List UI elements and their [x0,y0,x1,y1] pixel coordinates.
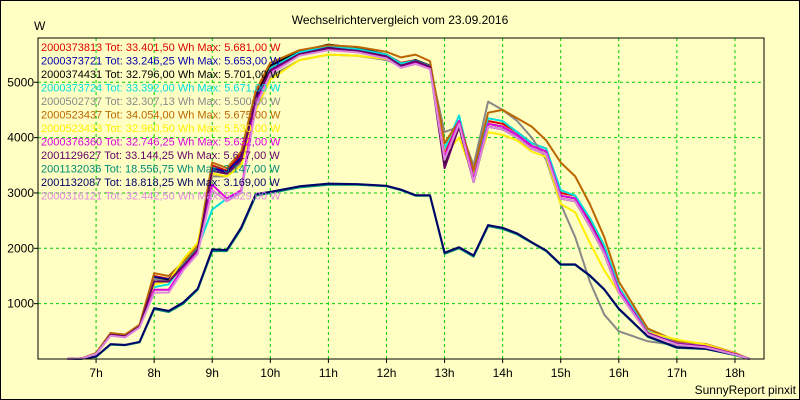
legend-entry: 2001132036 Tot: 18.556,75 Wh Max: 3.147,… [41,164,280,176]
legend-entry: 2001132087 Tot: 18.818,25 Wh Max: 3.169,… [41,177,280,189]
y-tick-label: 2000 [7,241,34,255]
y-tick-label: 1000 [7,297,34,311]
legend-entry: 2000374431 Tot: 32.796,00 Wh Max: 5.701,… [41,69,281,81]
series-lines [66,43,750,360]
x-tick-label: 15h [551,366,571,380]
footer-credit: SunnyReport pinxit [695,383,797,397]
x-tick-label: 11h [319,366,338,380]
series-line-11 [66,182,750,360]
legend-entry: 2000316121 Tot: 32.442,50 Wh Max: 5.629,… [41,191,281,203]
series-line-8 [66,48,750,360]
x-tick-label: 7h [89,366,102,380]
legend-entry: 2000373724 Tot: 33.392,00 Wh Max: 5.671,… [41,83,281,95]
series-line-6 [66,44,750,360]
x-tick-label: 12h [376,366,396,380]
x-tick-label: 16h [609,366,629,380]
series-line-12 [66,49,750,360]
y-tick-label: 3000 [7,186,34,200]
y-axis-label: W [34,19,46,33]
legend-entry: 2000376360 Tot: 32.746,25 Wh Max: 5.632,… [41,137,281,149]
x-tick-label: 10h [260,366,280,380]
x-tick-label: 8h [147,366,160,380]
legend-entry: 2001129627 Tot: 33.144,25 Wh Max: 5.617,… [41,150,280,162]
x-tick-label: 9h [206,366,219,380]
chart-title: Wechselrichtervergleich vom 23.09.2016 [292,13,509,27]
legend-entry: 2000502737 Tot: 32.307,13 Wh Max: 5.500,… [41,96,281,108]
legend-entry: 2000523433 Tot: 32.960,50 Wh Max: 5.530,… [41,123,281,135]
x-tick-label: 14h [493,366,513,380]
axis-ticks: 7h 8h 9h 10h 11h 12h 13h 14h 15h 16h 17h 18h 1000 200… [7,75,745,380]
legend-entry: 2000373721 Tot: 33.246,25 Wh Max: 5.653,… [41,56,281,68]
plot-border [37,37,765,360]
x-tick-label: 17h [667,366,687,380]
legend-entry: 2000523437 Tot: 34.054,00 Wh Max: 5.675,… [41,110,281,122]
y-tick-label: 5000 [7,75,34,89]
legend: 2000373813 Tot: 33.401,50 Wh Max: 5.681,… [41,42,281,203]
grid-lines [38,38,764,359]
series-line-4 [66,44,750,360]
x-tick-label: 18h [725,366,745,380]
y-tick-label: 4000 [7,131,34,145]
x-tick-label: 13h [435,366,455,380]
legend-entry: 2000373813 Tot: 33.401,50 Wh Max: 5.681,… [41,42,281,54]
